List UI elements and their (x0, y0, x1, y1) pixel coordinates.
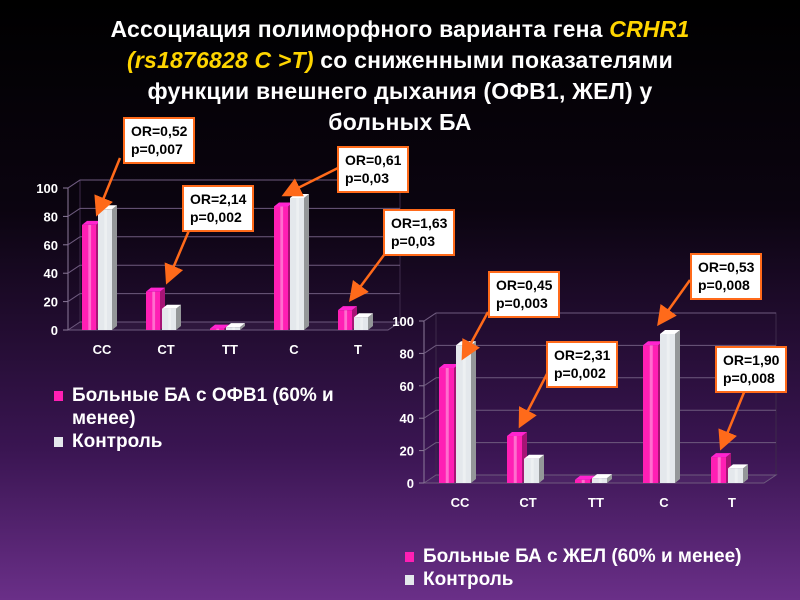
c1-category-label: T (354, 342, 362, 357)
or-value: OR=2,31 (554, 347, 611, 363)
c1-bar-control-C (290, 193, 309, 330)
c1-category-label: C (289, 342, 299, 357)
c1-grid-diag (67, 207, 81, 217)
callout-c2-c: OR=0,53 p=0,008 (690, 253, 763, 300)
c1-tick-label: 0 (51, 323, 58, 338)
vc-legend: Больные БА с ЖЕЛ (60% и менее) Контроль (405, 545, 800, 591)
callout-c2-ct: OR=2,31 p=0,002 (546, 341, 619, 388)
legend-label: Контроль (423, 569, 514, 590)
c2-tick-label: 100 (392, 314, 414, 329)
c2-grid-diag (423, 442, 437, 452)
or-value: OR=0,53 (698, 259, 755, 275)
or-value: OR=0,45 (496, 277, 553, 293)
gene-name: CRHR1 (609, 16, 690, 42)
c2-category-label: CC (451, 495, 470, 510)
c2-category-label: TT (588, 495, 604, 510)
callout-c1-t: OR=1,63 p=0,03 (383, 209, 456, 256)
p-value: p=0,008 (698, 277, 750, 293)
c1-tick-label: 40 (44, 266, 58, 281)
c2-grid-diag (423, 344, 437, 354)
c1-category-label: CC (93, 342, 112, 357)
or-value: OR=0,52 (131, 123, 188, 139)
c2-bar-control-CC (456, 341, 476, 483)
legend-item-patients: Больные БА с ЖЕЛ (60% и менее) (405, 545, 800, 568)
p-value: p=0,03 (345, 170, 389, 186)
legend-label: Больные БА с ЖЕЛ (60% и менее) (423, 546, 742, 567)
c2-tick-label: 60 (400, 379, 414, 394)
c2-grid-diag (423, 312, 437, 322)
or-value: OR=0,61 (345, 152, 402, 168)
legend-label: Больные БА с ОФВ1 (60% и (72, 385, 334, 406)
c1-bar-control-CT (162, 304, 181, 330)
c1-bar-control-T (354, 313, 373, 330)
c1-tick-label: 100 (36, 181, 58, 196)
control-swatch (54, 437, 63, 447)
c2-back-wall (435, 312, 777, 476)
c1-bar-control-TT (226, 323, 245, 330)
title-line1: Ассоциация полиморфного варианта гена (110, 16, 603, 42)
legend-item-control: Контроль (405, 568, 800, 591)
c2-grid-diag (423, 409, 437, 419)
c2-category-label: C (659, 495, 669, 510)
legend-item-patients: Больные БА с ОФВ1 (60% и менее) (54, 384, 394, 430)
p-value: p=0,008 (723, 370, 775, 386)
c2-category-label: T (728, 495, 736, 510)
c1-grid-diag (67, 293, 81, 303)
fev1-legend: Больные БА с ОФВ1 (60% и менее) Контроль (54, 384, 394, 453)
legend-label: Контроль (72, 431, 163, 452)
c1-tick-label: 20 (44, 295, 58, 310)
p-value: p=0,002 (190, 209, 242, 225)
control-swatch (405, 575, 414, 585)
p-value: p=0,007 (131, 141, 183, 157)
p-value: p=0,003 (496, 295, 548, 311)
c1-grid-diag (67, 236, 81, 246)
c2-category-label: CT (519, 495, 536, 510)
title-line2: со сниженными показателями (320, 47, 673, 73)
callout-c2-cc: OR=0,45 p=0,003 (488, 271, 561, 318)
c1-bar-patients-T (338, 306, 357, 330)
c1-grid-diag (67, 179, 81, 189)
or-value: OR=1,63 (391, 215, 448, 231)
c1-tick-label: 60 (44, 238, 58, 253)
title-line3: функции внешнего дыхания (ОФВ1, ЖЕЛ) у (147, 78, 653, 104)
c2-tick-label: 40 (400, 411, 414, 426)
snp-id: (rs1876828 C >T) (127, 47, 314, 73)
c2-bar-control-T (728, 464, 748, 483)
c1-grid-diag (67, 264, 81, 274)
callout-c1-cc: OR=0,52 p=0,007 (123, 117, 196, 164)
c2-tick-label: 20 (400, 444, 414, 459)
patients-swatch (54, 391, 63, 401)
callout-c1-c: OR=0,61 p=0,03 (337, 146, 410, 193)
callout-c2-t: OR=1,90 p=0,008 (715, 346, 788, 393)
p-value: p=0,03 (391, 233, 435, 249)
c2-bar-patients-CT (507, 432, 527, 483)
c2-bar-control-TT (592, 474, 612, 483)
c1-category-label: TT (222, 342, 238, 357)
c2-bar-control-CT (524, 454, 544, 483)
legend-item-control: Контроль (54, 430, 394, 453)
slide-title: Ассоциация полиморфного варианта гена CR… (40, 14, 760, 138)
c1-tick-label: 80 (44, 209, 58, 224)
c2-tick-label: 80 (400, 346, 414, 361)
or-value: OR=2,14 (190, 191, 247, 207)
or-value: OR=1,90 (723, 352, 780, 368)
c2-grid-diag (423, 377, 437, 387)
legend-label-cont: менее) (72, 408, 136, 429)
patients-swatch (405, 552, 414, 562)
title-line4: больных БА (328, 109, 472, 135)
p-value: p=0,002 (554, 365, 606, 381)
c2-tick-label: 0 (407, 476, 414, 491)
callout-c1-ct: OR=2,14 p=0,002 (182, 185, 255, 232)
c2-bar-control-C (660, 329, 680, 483)
c1-category-label: CT (157, 342, 174, 357)
